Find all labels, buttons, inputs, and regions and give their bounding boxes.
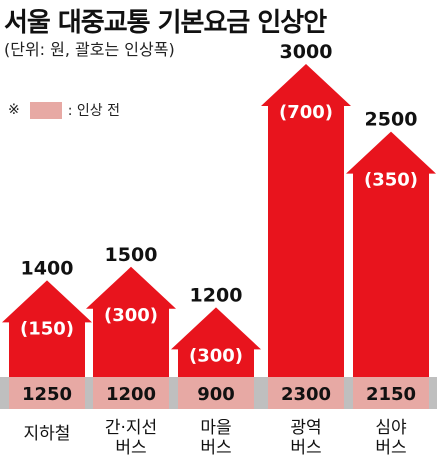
category-label-3: 광역 버스 [290,418,322,458]
increase-label-1: (300) [104,305,158,326]
before-value-label-4: 2150 [366,384,416,405]
legend: ※ : 인상 전 [8,100,120,120]
chart-title: 서울 대중교통 기본요금 인상안 [4,8,327,38]
category-label-4: 심야 버스 [375,418,407,458]
increase-label-2: (300) [189,345,243,366]
chart-subtitle: (단위: 원, 괄호는 인상폭) [4,40,175,59]
arrow-bar-3 [261,64,351,409]
before-value-label-2: 900 [197,384,235,405]
before-box-3 [268,377,344,409]
before-box-4 [353,377,429,409]
after-value-label-3: 3000 [280,41,333,63]
before-box-0 [9,377,85,409]
category-label-0: 지하철 [23,424,71,444]
after-value-label-4: 2500 [365,109,418,131]
increase-label-0: (150) [20,318,74,339]
before-value-label-0: 1250 [22,384,72,405]
category-label-1: 간·지선 버스 [104,418,158,458]
increase-label-4: (350) [364,170,418,191]
before-box-1 [93,377,169,409]
before-value-label-3: 2300 [281,384,331,405]
legend-swatch-before [29,101,62,119]
before-box-2 [178,377,254,409]
after-value-label-2: 1200 [190,284,243,306]
before-value-label-1: 1200 [106,384,156,405]
arrow-bar-0 [2,280,92,409]
increase-label-3: (700) [279,102,333,123]
arrow-bar-1 [86,266,176,409]
after-value-label-1: 1500 [105,244,158,266]
after-value-label-0: 1400 [21,257,74,279]
category-label-2: 마을 버스 [200,418,232,458]
legend-marker: ※ [8,102,20,118]
legend-label: : 인상 전 [67,103,120,119]
arrow-bar-4 [346,131,436,409]
